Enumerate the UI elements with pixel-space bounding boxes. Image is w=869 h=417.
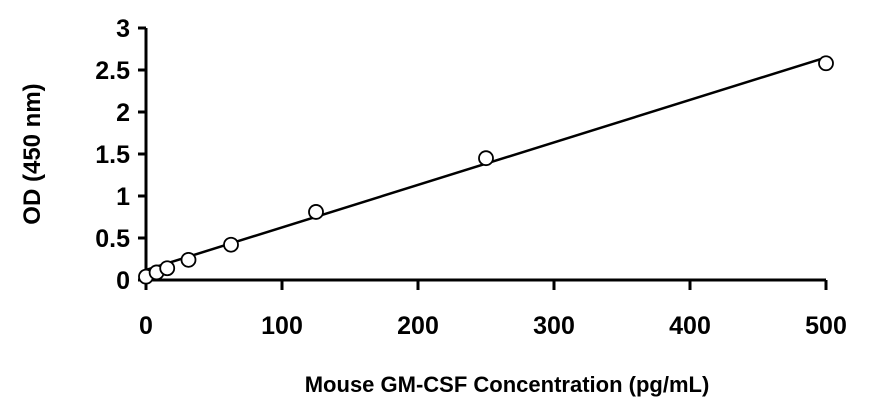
x-axis-label: Mouse GM-CSF Concentration (pg/mL) [305, 372, 710, 397]
x-tick-label: 200 [397, 312, 439, 340]
tick-labels: 0 0.5 1 1.5 2 2.5 3 0 100 200 300 400 500 [95, 15, 847, 340]
data-point [159, 260, 176, 277]
axes [138, 26, 828, 290]
data-points [138, 55, 834, 285]
data-point [223, 236, 239, 253]
x-tick-label: 400 [669, 312, 711, 340]
y-tick-label: 1.5 [95, 141, 130, 169]
data-point [818, 55, 834, 72]
x-tick-label: 500 [805, 312, 847, 340]
y-tick-label: 3 [116, 15, 130, 43]
x-tick-label: 300 [533, 312, 575, 340]
y-tick-label: 0.5 [95, 225, 130, 253]
y-tick-label: 0 [116, 267, 130, 295]
y-tick-label: 2 [116, 99, 130, 127]
x-tick-label: 0 [139, 312, 153, 340]
y-tick-label: 1 [116, 183, 130, 211]
y-tick-label: 2.5 [95, 57, 130, 85]
data-point [308, 204, 324, 220]
data-point [478, 150, 494, 167]
x-tick-label: 100 [261, 312, 303, 340]
data-point [180, 251, 197, 268]
y-axis-label: OD (450 nm) [19, 83, 46, 224]
